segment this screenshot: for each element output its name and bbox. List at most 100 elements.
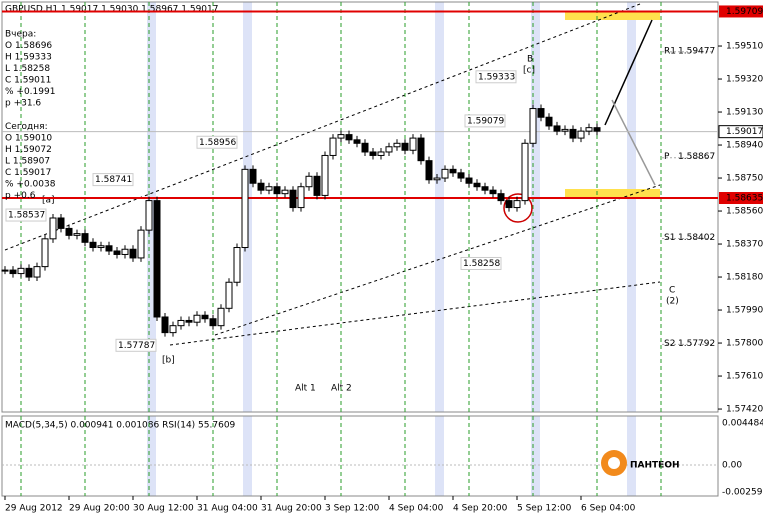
- logo: ПАНТЕОН: [630, 461, 680, 471]
- price-box: [92, 173, 134, 187]
- price-label: 1.59017: [726, 127, 763, 137]
- indicator-axis-label: 0.004484: [722, 419, 763, 429]
- candle: [25, 267, 33, 278]
- candle: [201, 314, 209, 320]
- candle: [249, 168, 257, 184]
- candle: [505, 200, 513, 209]
- y-tick-label: 1.58940: [726, 141, 763, 151]
- candle: [33, 266, 41, 278]
- candle: [313, 175, 321, 196]
- indicator-frame: [1, 415, 719, 497]
- chart-title: GBPUSD,H1 1.59017 1.59030 1.58967 1.5901…: [5, 5, 218, 15]
- candle: [281, 189, 289, 195]
- x-tick-label: 31 Aug 04:00: [197, 504, 258, 514]
- pivot-name: S1: [664, 233, 675, 243]
- candle: [129, 248, 137, 259]
- price-box-label: 1.58956: [199, 138, 236, 148]
- highlight: [565, 189, 660, 197]
- info-line: Сегодня:: [5, 122, 48, 132]
- plot-frame: [1, 1, 719, 413]
- candle: [329, 137, 337, 156]
- indicator-axis-label: -0.002597: [722, 488, 763, 498]
- y-tick-label: 1.57420: [726, 405, 763, 415]
- y-tick-label: 1.58370: [726, 240, 763, 250]
- candle: [1, 269, 9, 272]
- candle: [369, 151, 377, 156]
- candle: [41, 238, 49, 268]
- candle: [169, 325, 177, 334]
- candle: [257, 182, 265, 191]
- price-tag: [718, 125, 763, 139]
- price-box-label: 1.58537: [8, 211, 45, 221]
- x-tick-label: 6 Sep 04:00: [581, 504, 636, 514]
- candle: [417, 137, 425, 162]
- price-box-label: 1.59333: [478, 72, 515, 82]
- candle: [401, 142, 409, 151]
- wave-label: C: [669, 286, 675, 296]
- candle: [473, 182, 481, 188]
- candle: [521, 142, 529, 202]
- info-line: C 1.59017: [5, 168, 51, 178]
- pivot-name: R1: [664, 46, 676, 56]
- candle: [121, 248, 129, 255]
- info-line: p +0.6: [5, 191, 36, 201]
- channel: [214, 184, 661, 336]
- price-box-label: 1.57787: [118, 341, 155, 351]
- candle: [265, 186, 273, 191]
- forecast-line: [604, 19, 653, 126]
- candle: [305, 175, 313, 188]
- x-tick-label: 3 Sep 12:00: [325, 504, 380, 514]
- candle: [433, 177, 441, 181]
- info-line: O 1.59010: [5, 134, 52, 144]
- pivot-name: P: [664, 152, 670, 162]
- candle: [553, 125, 561, 132]
- price-box: [464, 114, 506, 128]
- candle: [81, 233, 89, 243]
- band: [627, 2, 636, 412]
- y-tick-label: 1.57610: [726, 372, 763, 382]
- alt-label: Alt 1: [295, 384, 316, 394]
- candle: [361, 142, 369, 153]
- candle: [529, 108, 537, 144]
- candle: [377, 151, 385, 156]
- candle: [65, 227, 73, 236]
- x-tick-label: 29 Aug 2012: [5, 504, 63, 514]
- info-line: p +31.6: [5, 99, 41, 109]
- level-tag: [719, 192, 763, 205]
- channel-lines: [4, 3, 661, 346]
- band: [435, 2, 444, 412]
- highlight: [565, 12, 660, 20]
- forecast-line: [611, 99, 656, 186]
- band: [435, 416, 444, 496]
- indicator-axis-label: 0.00: [722, 461, 742, 471]
- candle: [465, 177, 473, 184]
- price-box: [475, 70, 517, 84]
- indicator-header: MACD(5,34,5) 0.000941 0.001086 RSI(14) 5…: [5, 421, 236, 431]
- wave-label: [c]: [523, 66, 535, 76]
- info-line: % +0.0038: [5, 180, 56, 190]
- candle: [161, 316, 169, 334]
- info-line: O 1.58696: [5, 41, 52, 51]
- candle: [193, 314, 201, 323]
- wave-label: [b]: [162, 356, 175, 366]
- candle: [177, 319, 185, 327]
- level-label: 1.58635: [726, 194, 763, 204]
- candle: [297, 186, 305, 209]
- candle: [185, 319, 193, 323]
- pivot-value: 1.58867: [678, 152, 715, 162]
- x-tick-label: 4 Sep 20:00: [453, 504, 508, 514]
- candle: [345, 134, 353, 141]
- y-tick-label: 1.59130: [726, 108, 763, 118]
- pivot-value: 1.59477: [678, 46, 715, 56]
- y-tick-label: 1.58560: [726, 207, 763, 217]
- info-line: L 1.58258: [5, 64, 50, 74]
- x-tick-label: 31 Aug 20:00: [261, 504, 322, 514]
- band: [243, 416, 252, 496]
- price-box: [460, 256, 502, 270]
- wave-label: B: [527, 55, 533, 65]
- candle: [97, 245, 105, 249]
- logo-icon: [608, 457, 620, 469]
- level-label: 1.59709: [726, 7, 763, 17]
